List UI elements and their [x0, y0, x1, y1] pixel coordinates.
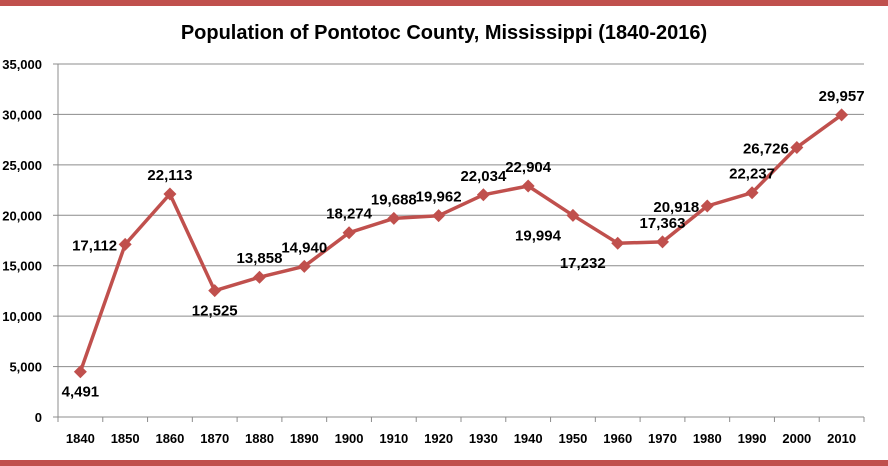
data-label: 22,904 — [505, 159, 552, 176]
x-tick-label: 2010 — [827, 431, 856, 446]
data-label: 26,726 — [743, 140, 789, 157]
x-tick-label: 1870 — [200, 431, 229, 446]
data-point-marker — [835, 108, 849, 122]
data-label: 17,363 — [640, 215, 686, 232]
y-tick-label: 15,000 — [2, 259, 42, 274]
gridlines — [53, 63, 865, 422]
data-label: 29,957 — [819, 88, 865, 105]
y-tick-label: 35,000 — [2, 57, 42, 72]
data-point-marker — [611, 236, 625, 250]
x-axis-ticks: 1840 1850 1860 1870 1880 1890 1900 1910 1920 1930… — [66, 431, 856, 446]
data-point-marker — [342, 226, 356, 240]
data-point-marker — [163, 187, 177, 201]
y-tick-label: 25,000 — [2, 158, 42, 173]
data-point-marker — [476, 188, 490, 202]
x-tick-label: 1900 — [335, 431, 364, 446]
data-label: 4,491 — [62, 384, 100, 401]
x-tick-label: 1970 — [648, 431, 677, 446]
x-tick-label: 1850 — [111, 431, 140, 446]
data-label: 17,112 — [72, 237, 117, 254]
data-label: 14,940 — [281, 239, 327, 256]
data-point-marker — [387, 211, 401, 225]
x-tick-label: 1860 — [155, 431, 184, 446]
x-tick-label: 1950 — [558, 431, 587, 446]
y-tick-label: 30,000 — [2, 107, 42, 122]
data-point-marker — [566, 208, 580, 222]
top-frame-border — [0, 0, 888, 6]
data-label: 22,034 — [460, 168, 507, 185]
data-label: 13,858 — [237, 250, 283, 267]
x-tick-label: 1910 — [379, 431, 408, 446]
y-tick-label: 0 — [35, 410, 42, 425]
x-tick-label: 1880 — [245, 431, 274, 446]
y-axis-ticks: 0 5,000 10,000 15,000 20,000 25,000 30,000 35,0… — [2, 57, 42, 425]
data-point-marker — [790, 140, 804, 154]
x-tick-label: 1840 — [66, 431, 95, 446]
data-label: 19,994 — [515, 227, 562, 244]
x-tick-label: 1940 — [514, 431, 543, 446]
y-tick-label: 5,000 — [9, 360, 42, 375]
data-label: 19,962 — [416, 189, 462, 206]
data-point-marker — [432, 209, 446, 223]
data-label: 20,918 — [653, 199, 699, 216]
x-tick-label: 2000 — [782, 431, 811, 446]
data-point-marker — [253, 270, 266, 284]
data-point-marker — [745, 186, 759, 200]
x-tick-label: 1920 — [424, 431, 453, 446]
bottom-frame-border — [0, 460, 888, 466]
x-tick-label: 1960 — [603, 431, 632, 446]
data-label: 22,237 — [729, 166, 775, 183]
data-label: 18,274 — [326, 206, 373, 223]
data-point-marker — [656, 235, 669, 249]
chart-title: Population of Pontotoc County, Mississip… — [181, 22, 707, 44]
y-tick-label: 10,000 — [2, 309, 42, 324]
x-tick-label: 1930 — [469, 431, 498, 446]
series-line — [78, 113, 843, 373]
data-label: 19,688 — [371, 191, 417, 208]
data-point-marker — [118, 237, 132, 251]
data-point-marker — [73, 365, 87, 379]
data-label: 17,232 — [560, 255, 606, 272]
data-point-marker — [700, 199, 714, 213]
x-tick-label: 1990 — [738, 431, 767, 446]
y-tick-label: 20,000 — [2, 208, 42, 223]
data-point-marker — [521, 179, 535, 193]
x-tick-label: 1980 — [693, 431, 722, 446]
x-tick-label: 1890 — [290, 431, 319, 446]
data-label: 22,113 — [147, 167, 192, 184]
data-point-marker — [297, 259, 311, 273]
data-point-marker — [208, 284, 222, 298]
data-label: 12,525 — [192, 303, 238, 320]
